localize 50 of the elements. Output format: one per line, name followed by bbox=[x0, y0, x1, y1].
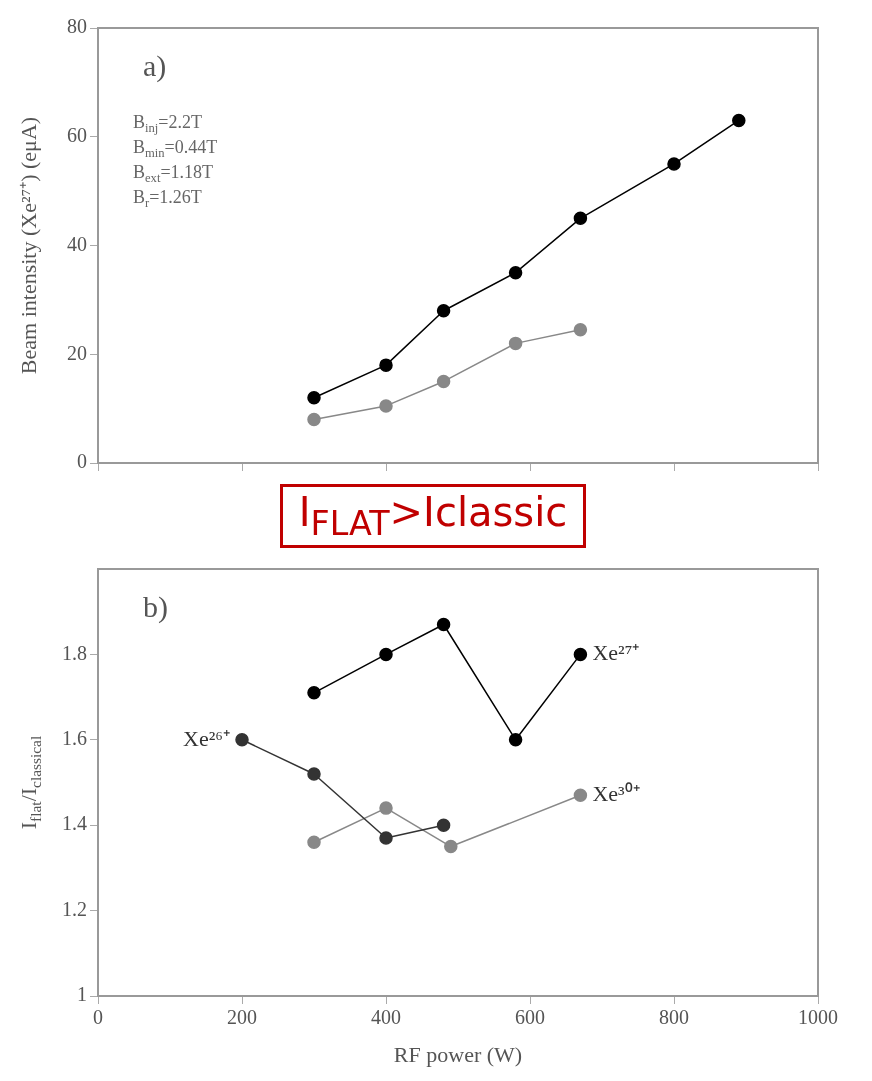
series-label: Xe²⁶⁺ bbox=[183, 725, 230, 751]
y-tick-label: 1.6 bbox=[62, 727, 87, 750]
y-tick-label: 20 bbox=[67, 341, 87, 364]
point bbox=[444, 839, 458, 854]
y-tick-label: 1.8 bbox=[62, 641, 87, 664]
x-axis-title: RF power (W) bbox=[393, 1041, 523, 1067]
y-axis-title: Iflat/Iclassical bbox=[15, 735, 44, 830]
series-label: Xe³⁰⁺ bbox=[592, 781, 640, 807]
point bbox=[508, 733, 523, 747]
annotation: b) bbox=[143, 589, 168, 624]
text: I$_{FLAT}$>Iclassic bbox=[279, 484, 587, 548]
x-tick-label: 800 bbox=[659, 1006, 689, 1029]
point bbox=[235, 733, 249, 747]
point bbox=[307, 767, 321, 781]
point bbox=[379, 801, 393, 815]
annotation: a) bbox=[143, 48, 167, 83]
point bbox=[573, 211, 588, 226]
point bbox=[436, 304, 451, 318]
point bbox=[307, 835, 321, 850]
point bbox=[508, 336, 523, 351]
point bbox=[436, 374, 451, 389]
point bbox=[307, 391, 321, 405]
point bbox=[379, 831, 393, 845]
y-axis-title: Beam intensity (Xe²⁷⁺) (eμA) bbox=[15, 116, 41, 375]
point bbox=[667, 157, 681, 171]
x-tick-label: 0 bbox=[93, 1006, 103, 1029]
point bbox=[732, 113, 746, 128]
x-tick-label: 600 bbox=[515, 1006, 545, 1029]
point bbox=[508, 265, 523, 280]
y-tick-label: 80 bbox=[67, 15, 87, 38]
point bbox=[436, 818, 451, 832]
y-tick-label: 40 bbox=[67, 232, 87, 255]
point bbox=[379, 399, 393, 413]
point bbox=[307, 686, 321, 700]
x-tick-label: 1000 bbox=[798, 1006, 838, 1029]
y-tick-label: 1 bbox=[77, 983, 87, 1006]
x-tick-label: 200 bbox=[227, 1006, 257, 1029]
y-tick-label: 1.2 bbox=[62, 897, 87, 920]
point bbox=[436, 617, 451, 632]
point bbox=[307, 412, 321, 427]
point bbox=[573, 788, 588, 803]
point bbox=[573, 323, 588, 337]
y-tick-label: 0 bbox=[77, 450, 87, 473]
x-tick-label: 400 bbox=[371, 1006, 401, 1029]
point bbox=[379, 358, 393, 372]
point bbox=[379, 647, 393, 662]
series-label: Xe²⁷⁺ bbox=[592, 640, 640, 666]
y-tick-label: 1.4 bbox=[62, 812, 87, 835]
y-tick-label: 60 bbox=[67, 124, 87, 146]
point bbox=[573, 647, 588, 662]
